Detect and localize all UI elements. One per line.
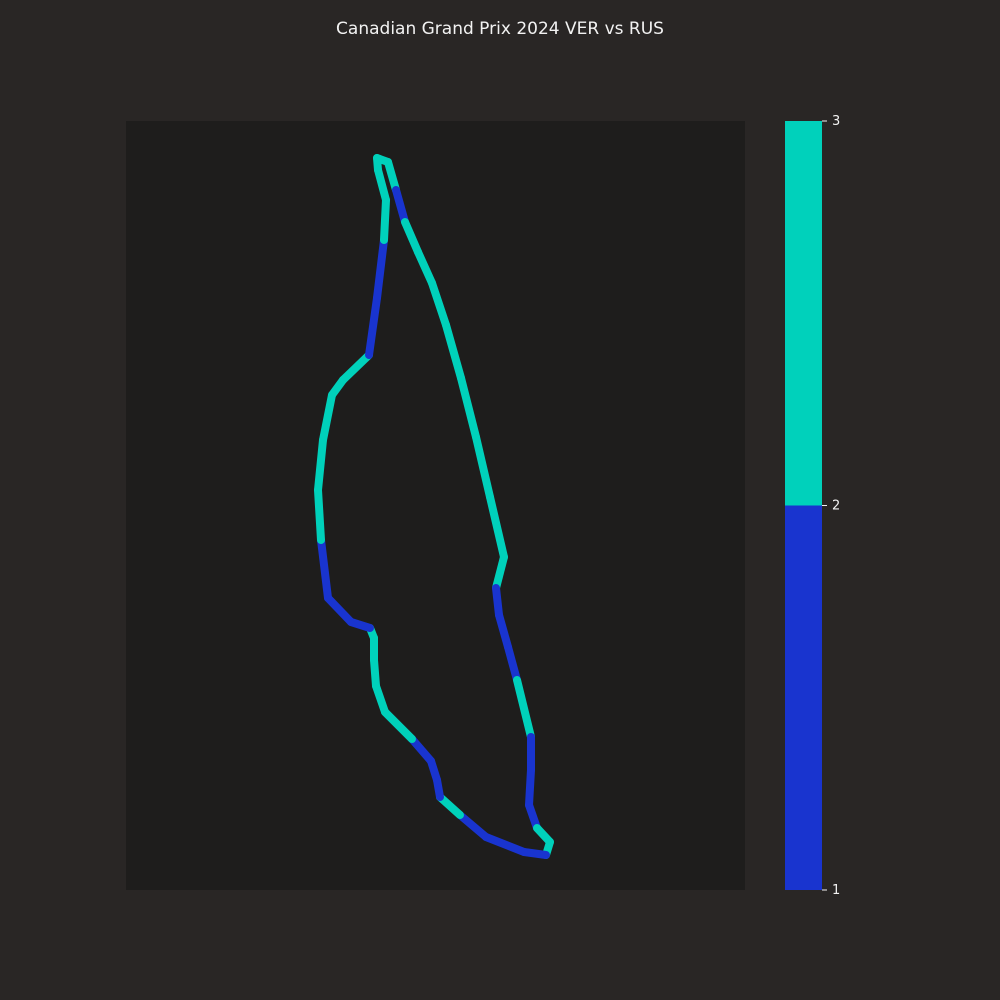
colorbar-segment (785, 505, 822, 890)
track-segment (408, 735, 435, 765)
track-segment (492, 553, 508, 592)
track-segment (374, 166, 390, 204)
track-segment (370, 656, 380, 690)
track-segment (472, 433, 494, 501)
track-segment (380, 196, 390, 244)
track-segment (504, 643, 521, 684)
colorbar-tick-label: 3 (832, 114, 840, 129)
track-segment (414, 248, 436, 287)
track-segment (365, 294, 381, 359)
track-segment (372, 682, 389, 716)
track-line (314, 154, 554, 859)
colorbar: 1 2 3 (785, 114, 840, 898)
track-segment (457, 374, 480, 441)
colorbar-segment (785, 121, 822, 506)
track-segment (373, 154, 392, 166)
track-segment (492, 584, 503, 619)
track-segment (314, 486, 325, 544)
track-segment (401, 218, 422, 256)
track-segment (525, 801, 541, 832)
track-segment (486, 493, 508, 561)
track-segment (339, 351, 373, 384)
track-segment (428, 279, 450, 329)
track-segment (513, 676, 535, 741)
track-segment (319, 391, 336, 444)
colorbar-tick-label: 2 (832, 499, 840, 514)
track-segment (317, 536, 332, 602)
track-segment (314, 436, 327, 494)
track-segment (495, 611, 512, 651)
chart-title: Canadian Grand Prix 2024 VER vs RUS (336, 19, 664, 39)
plot-area (126, 121, 745, 890)
track-segment (381, 708, 416, 743)
track-segment (525, 766, 535, 809)
track-segment (373, 236, 388, 302)
track-segment (324, 594, 355, 626)
track-segment (392, 186, 409, 226)
colorbar-tick-label: 1 (832, 883, 840, 898)
track-segment (456, 811, 490, 841)
track-segment (482, 833, 528, 856)
track-segment (436, 793, 464, 819)
track-segment (384, 158, 400, 194)
track-segment (442, 321, 465, 382)
